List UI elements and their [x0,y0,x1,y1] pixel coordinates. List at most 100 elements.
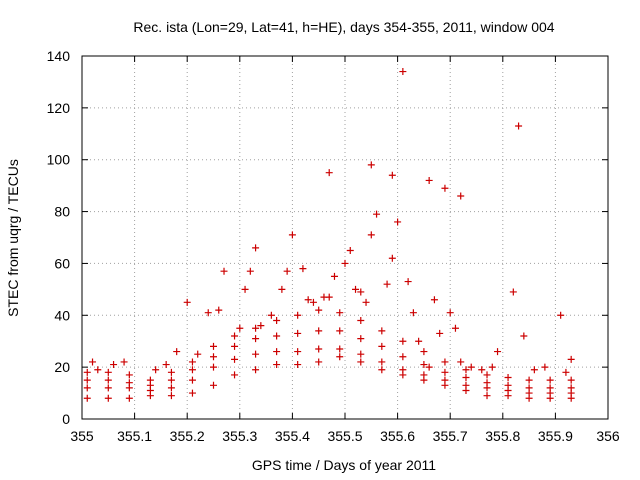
outlier-point [252,244,260,252]
data-point [210,342,217,350]
data-point [367,231,375,239]
data-point [420,361,428,369]
data-point [546,376,554,384]
data-point [252,350,260,358]
data-point [173,348,181,356]
data-point [104,384,112,392]
data-point [273,332,281,340]
data-point [567,376,575,384]
data-point [357,316,365,324]
outlier-point [325,169,333,177]
data-point [336,327,344,335]
data-point [210,353,217,361]
data-point [110,361,118,369]
data-point [231,371,239,379]
y-tick-label: 80 [54,204,70,220]
data-point [167,376,175,384]
data-point [567,355,575,363]
data-point [83,394,91,402]
data-point [125,371,133,379]
data-point [567,384,575,392]
data-point [194,350,202,358]
data-point [446,309,454,317]
data-point [83,384,91,392]
data-point [89,358,97,366]
data-point [441,358,449,366]
data-point [315,358,323,366]
data-point [273,316,281,324]
data-point [325,293,333,301]
y-tick-label: 120 [47,100,71,116]
data-point [462,374,470,382]
data-point [488,363,496,371]
data-point [104,394,112,402]
data-point [378,342,386,350]
data-point [546,384,554,392]
x-tick-label: 355.2 [170,428,205,444]
y-tick-label: 140 [47,48,71,64]
data-point [520,332,528,340]
x-tick-label: 355 [70,428,94,444]
x-axis-ticks: 355 355.1 355.2 355.3 355.4 355.5 355.6 355.7 35… [70,56,620,444]
data-point [341,259,349,267]
x-tick-label: 355.4 [275,428,310,444]
data-point [183,298,191,306]
data-point [357,335,365,343]
data-point [94,366,102,374]
x-tick-label: 355.1 [117,428,152,444]
data-point [152,366,160,374]
data-point [399,366,407,374]
data-point [231,332,239,340]
data-point [167,392,175,400]
data-point [357,350,365,358]
x-tick-label: 355.6 [380,428,415,444]
data-point [415,337,423,345]
data-point [231,355,239,363]
data-point [241,285,249,293]
data-point [252,335,260,343]
x-tick-label: 355.5 [327,428,362,444]
data-point [357,288,365,296]
data-point [231,342,239,350]
outlier-point [388,171,396,179]
data-point [220,267,228,275]
data-point [167,368,175,376]
data-point [267,311,275,319]
data-point [462,381,470,389]
y-tick-label: 40 [54,307,70,323]
data-point [278,285,286,293]
data-point [125,394,133,402]
data-point [352,285,360,293]
x-axis-label: GPS time / Days of year 2011 [252,457,436,473]
data-point [399,337,407,345]
data-point [394,218,402,226]
data-point [441,368,449,376]
grid-lines [82,56,608,419]
outlier-point [441,184,449,192]
data-point [246,267,254,275]
data-point [252,324,260,332]
data-point [525,376,533,384]
data-point [457,358,465,366]
data-point [383,280,391,288]
data-point [462,366,470,374]
data-point [357,358,365,366]
data-point [315,327,323,335]
data-point [125,379,133,387]
data-point [388,254,396,262]
data-point [430,296,438,304]
data-point [288,231,296,239]
outlier-point [399,68,407,76]
y-axis-ticks: 0 20 40 60 80 100 120 140 [47,48,608,427]
data-point [373,210,381,218]
x-tick-label: 355.3 [222,428,257,444]
outlier-point [515,122,523,130]
data-point [294,311,302,319]
data-point [541,363,549,371]
data-point [315,306,323,314]
data-point [236,324,244,332]
data-point [315,345,323,353]
data-point [557,311,565,319]
data-point [494,348,502,356]
